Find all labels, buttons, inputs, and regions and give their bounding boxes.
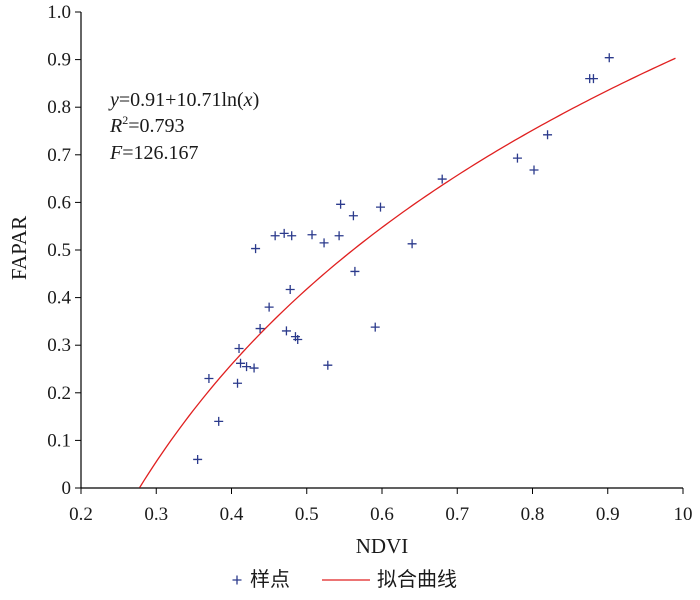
data-point (279, 228, 289, 238)
data-point (307, 230, 317, 240)
data-point (270, 231, 280, 241)
r2-var: R (109, 115, 122, 137)
y-tick-label: 0.3 (47, 335, 71, 356)
data-point (350, 266, 360, 276)
equation-close: ) (253, 89, 260, 111)
y-tick-label: 0.8 (47, 97, 71, 118)
data-point (336, 199, 346, 209)
data-point (287, 231, 297, 241)
data-point (370, 322, 380, 332)
legend-label-points: 样点 (250, 567, 290, 591)
fit-curve (139, 57, 676, 488)
x-axis-ticks: 0.2 0.3 0.4 0.5 0.6 0.7 0.8 0.9 10 (69, 488, 693, 525)
x-axis-title: NDVI (356, 534, 409, 558)
data-point (323, 360, 333, 370)
data-point (604, 53, 614, 63)
equation-annotation: y=0.91+10.71ln(x) (108, 89, 259, 111)
y-tick-label: 0.5 (47, 240, 71, 261)
y-tick-label: 0.4 (47, 288, 71, 309)
data-point (214, 416, 224, 426)
y-axis-title: FAPAR (7, 216, 31, 280)
data-point (407, 239, 417, 249)
data-point (264, 302, 274, 312)
r2-sup: 2 (122, 113, 128, 127)
axes (80, 12, 683, 489)
x-tick-label: 0.2 (69, 504, 93, 525)
equation-var: y (108, 89, 119, 111)
data-point (348, 211, 358, 221)
y-tick-label: 0.6 (47, 192, 71, 213)
data-point (319, 238, 329, 248)
x-tick-label: 0.7 (445, 504, 469, 525)
data-point (233, 378, 243, 388)
x-tick-label: 0.4 (220, 504, 244, 525)
legend: 样点 拟合曲线 (232, 567, 457, 591)
r2-rest: =0.793 (128, 115, 184, 137)
legend-label-curve: 拟合曲线 (377, 567, 457, 591)
legend-marker-points (232, 575, 242, 585)
r2-annotation: R2=0.793 (109, 113, 185, 137)
x-tick-label: 0.5 (295, 504, 319, 525)
data-point (193, 454, 203, 464)
x-tick-label: 0.8 (521, 504, 545, 525)
y-tick-label: 0.9 (47, 50, 71, 71)
data-point (437, 174, 447, 184)
data-point (375, 202, 385, 212)
y-axis-ticks: 0 0.1 0.2 0.3 0.4 0.5 0.6 0.7 0.8 0.9 1.0 (47, 2, 81, 499)
scatter-points (193, 53, 614, 464)
data-point (281, 326, 291, 336)
x-tick-label: 0.6 (370, 504, 394, 525)
data-point (529, 165, 539, 175)
data-point (588, 74, 598, 84)
data-point (512, 153, 522, 163)
data-point (249, 363, 259, 373)
x-tick-label: 10 (674, 504, 693, 525)
f-annotation: F=126.167 (109, 142, 199, 164)
x-tick-label: 0.9 (596, 504, 620, 525)
y-tick-label: 0.7 (47, 145, 71, 166)
legend-plus-icon (232, 575, 242, 585)
y-tick-label: 0.1 (47, 430, 71, 451)
y-tick-label: 1.0 (47, 2, 71, 23)
data-point (234, 344, 244, 354)
data-point (242, 362, 252, 372)
data-point (251, 244, 261, 254)
data-point (285, 285, 295, 295)
f-rest: =126.167 (122, 142, 198, 164)
x-tick-label: 0.3 (144, 504, 168, 525)
data-point (334, 231, 344, 241)
data-point (204, 374, 214, 384)
data-point (293, 334, 303, 344)
data-point (543, 130, 553, 140)
y-tick-label: 0 (62, 478, 72, 499)
equation-rest: =0.91+10.71ln( (119, 89, 244, 111)
y-tick-label: 0.2 (47, 383, 71, 404)
data-point (255, 324, 265, 334)
equation-arg: x (243, 89, 253, 111)
f-var: F (109, 142, 123, 164)
data-point (236, 358, 246, 368)
